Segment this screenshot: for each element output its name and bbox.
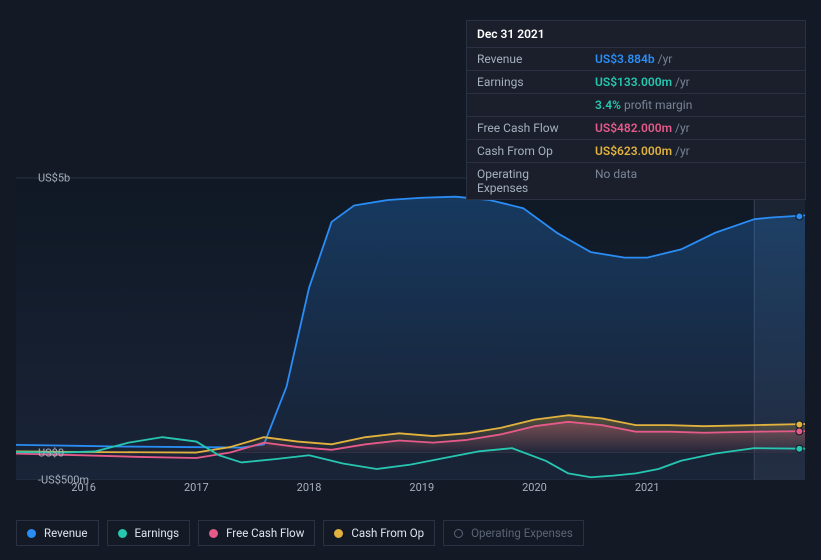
tooltip-metric-value: US$3.884b /yr	[585, 48, 805, 70]
legend-label: Cash From Op	[351, 526, 424, 540]
x-axis-label: 2021	[635, 481, 660, 494]
y-axis-label: US$0	[38, 446, 64, 459]
legend-item-revenue[interactable]: Revenue	[16, 520, 99, 546]
tooltip-metric-value: US$133.000m /yr	[585, 71, 805, 93]
tooltip-metric-value: No data	[585, 163, 805, 199]
legend-label: Free Cash Flow	[226, 526, 304, 540]
y-axis-label: US$5b	[38, 172, 70, 185]
legend-item-earnings[interactable]: Earnings	[107, 520, 191, 546]
legend-dot-icon	[454, 529, 463, 538]
x-axis-label: 2017	[184, 481, 209, 494]
x-axis-label: 2020	[522, 481, 547, 494]
x-axis-label: 2018	[297, 481, 322, 494]
legend-dot-icon	[118, 529, 127, 538]
tooltip-metric-label: Free Cash Flow	[467, 117, 585, 139]
tooltip-date: Dec 31 2021	[467, 21, 805, 48]
legend-item-free-cash-flow[interactable]: Free Cash Flow	[198, 520, 315, 546]
x-axis-label: 2019	[409, 481, 434, 494]
chart-svg	[16, 160, 805, 480]
legend-dot-icon	[209, 529, 218, 538]
tooltip-row: Cash From OpUS$623.000m /yr	[467, 140, 805, 163]
tooltip-metric-label: Revenue	[467, 48, 585, 70]
tooltip-row: Free Cash FlowUS$482.000m /yr	[467, 117, 805, 140]
legend-item-operating-expenses[interactable]: Operating Expenses	[443, 520, 584, 546]
tooltip-row: 3.4% profit margin	[467, 94, 805, 117]
legend-dot-icon	[27, 529, 36, 538]
tooltip-metric-label: Operating Expenses	[467, 163, 585, 199]
tooltip-metric-label: Earnings	[467, 71, 585, 93]
legend-item-cash-from-op[interactable]: Cash From Op	[323, 520, 435, 546]
tooltip-metric-label: Cash From Op	[467, 140, 585, 162]
tooltip-row: RevenueUS$3.884b /yr	[467, 48, 805, 71]
tooltip-metric-value: US$482.000m /yr	[585, 117, 805, 139]
tooltip-metric-label	[467, 94, 585, 116]
tooltip-row: EarningsUS$133.000m /yr	[467, 71, 805, 94]
tooltip-metric-value: 3.4% profit margin	[585, 94, 805, 116]
legend-label: Earnings	[135, 526, 180, 540]
y-axis-label: -US$500m	[38, 474, 89, 487]
tooltip-row: Operating ExpensesNo data	[467, 163, 805, 199]
financials-chart[interactable]: 201620172018201920202021 US$5bUS$0-US$50…	[16, 160, 805, 480]
legend-label: Operating Expenses	[471, 526, 573, 540]
legend-label: Revenue	[44, 526, 88, 540]
chart-legend: Revenue Earnings Free Cash Flow Cash From O…	[16, 520, 584, 546]
tooltip-metric-value: US$623.000m /yr	[585, 140, 805, 162]
legend-dot-icon	[334, 529, 343, 538]
chart-tooltip: Dec 31 2021 RevenueUS$3.884b /yrEarnings…	[466, 20, 806, 200]
